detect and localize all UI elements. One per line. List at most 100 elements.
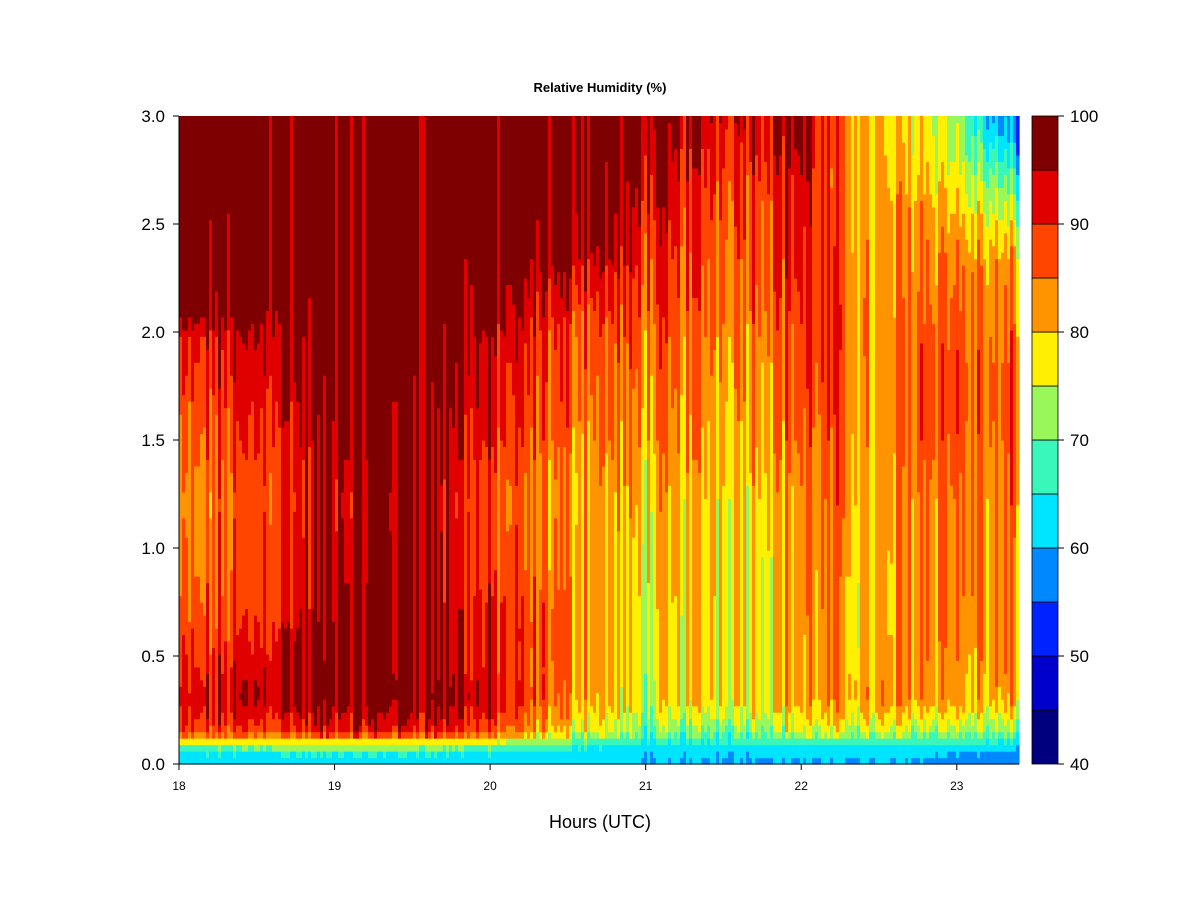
heatmap-cell <box>974 213 978 260</box>
heatmap-cell <box>263 485 267 512</box>
heatmap-cell <box>218 116 222 389</box>
heatmap-column <box>515 116 519 765</box>
heatmap-cell <box>221 349 225 461</box>
heatmap-cell <box>605 744 609 765</box>
heatmap-cell <box>662 206 666 318</box>
heatmap-cell <box>839 349 843 577</box>
heatmap-cell <box>887 731 891 739</box>
heatmap-cell <box>941 731 945 739</box>
heatmap-cell <box>308 297 312 448</box>
heatmap-cell <box>500 440 504 603</box>
heatmap-cell <box>440 731 444 739</box>
heatmap-column <box>332 116 336 765</box>
heatmap-cell <box>428 738 432 746</box>
heatmap-cell <box>914 731 918 746</box>
heatmap-cell <box>368 731 372 739</box>
heatmap-cell <box>671 744 675 765</box>
heatmap-cell <box>647 718 651 739</box>
heatmap-cell <box>590 116 594 253</box>
heatmap-cell <box>647 738 651 746</box>
colorbar-tick-label: 70 <box>1070 431 1089 450</box>
heatmap-cell <box>740 420 744 707</box>
heatmap-cell <box>668 336 672 486</box>
heatmap-cell <box>467 511 471 694</box>
heatmap-cell <box>620 420 624 687</box>
heatmap-cell <box>464 705 468 733</box>
heatmap-cell <box>611 744 615 765</box>
heatmap-cell <box>872 116 876 713</box>
heatmap-cell <box>1001 252 1005 363</box>
heatmap-cell <box>503 744 507 752</box>
heatmap-cell <box>464 258 468 415</box>
heatmap-cell <box>428 718 432 733</box>
heatmap-cell <box>512 725 516 739</box>
heatmap-cell <box>755 116 759 156</box>
heatmap-cell <box>1016 116 1020 156</box>
heatmap-cell <box>800 174 804 324</box>
heatmap-cell <box>278 731 282 739</box>
heatmap-cell <box>827 738 831 746</box>
heatmap-cell <box>749 744 753 759</box>
heatmap-cell <box>872 731 876 746</box>
heatmap-cell <box>638 116 642 227</box>
heatmap-cell <box>1007 738 1011 752</box>
heatmap-cell <box>584 731 588 739</box>
heatmap-cell <box>719 219 723 383</box>
heatmap-cell <box>965 420 969 674</box>
heatmap-cell <box>680 731 684 759</box>
heatmap-column <box>899 116 903 765</box>
heatmap-cell <box>308 744 312 752</box>
heatmap-cell <box>443 116 447 324</box>
heatmap-cell <box>554 744 558 752</box>
heatmap-cell <box>746 323 750 486</box>
heatmap-cell <box>662 699 666 726</box>
heatmap-column <box>779 116 783 765</box>
heatmap-cell <box>920 699 924 720</box>
heatmap-cell <box>1016 258 1020 337</box>
heatmap-cell <box>557 725 561 739</box>
heatmap-cell <box>287 621 291 713</box>
heatmap-cell <box>419 116 423 713</box>
heatmap-column <box>920 116 924 765</box>
heatmap-cell <box>662 744 666 765</box>
heatmap-cell <box>578 731 582 739</box>
heatmap-cell <box>497 427 501 674</box>
heatmap-cell <box>350 517 354 713</box>
heatmap-column <box>422 116 426 765</box>
heatmap-cell <box>239 725 243 739</box>
heatmap-cell <box>185 472 189 538</box>
heatmap-column <box>644 116 648 765</box>
heatmap-cell <box>767 550 771 720</box>
heatmap-cell <box>521 738 525 746</box>
heatmap-cell <box>725 116 729 130</box>
heatmap-cell <box>584 368 588 700</box>
heatmap-cell <box>596 375 600 694</box>
heatmap-cell <box>314 738 318 746</box>
heatmap-cell <box>650 751 654 765</box>
heatmap-cell <box>866 446 870 687</box>
heatmap-cell <box>815 744 819 759</box>
heatmap-cell <box>221 744 225 752</box>
heatmap-cell <box>374 731 378 739</box>
heatmap-cell <box>371 718 375 733</box>
heatmap-cell <box>851 116 855 253</box>
heatmap-cell <box>221 316 225 350</box>
heatmap-cell <box>860 116 864 713</box>
heatmap-cell <box>287 420 291 623</box>
heatmap-cell <box>476 705 480 733</box>
heatmap-cell <box>857 647 861 707</box>
heatmap-cell <box>827 116 831 441</box>
heatmap-cell <box>884 154 888 713</box>
heatmap-cell <box>266 751 270 765</box>
heatmap-cell <box>908 699 912 720</box>
heatmap-cell <box>905 116 909 195</box>
heatmap-cell <box>641 407 645 545</box>
heatmap-cell <box>536 731 540 746</box>
heatmap-cell <box>371 731 375 739</box>
heatmap-cell <box>221 738 225 746</box>
heatmap-cell <box>239 692 243 700</box>
heatmap-column <box>938 116 942 765</box>
heatmap-cell <box>518 738 522 746</box>
heatmap-cell <box>533 738 537 746</box>
